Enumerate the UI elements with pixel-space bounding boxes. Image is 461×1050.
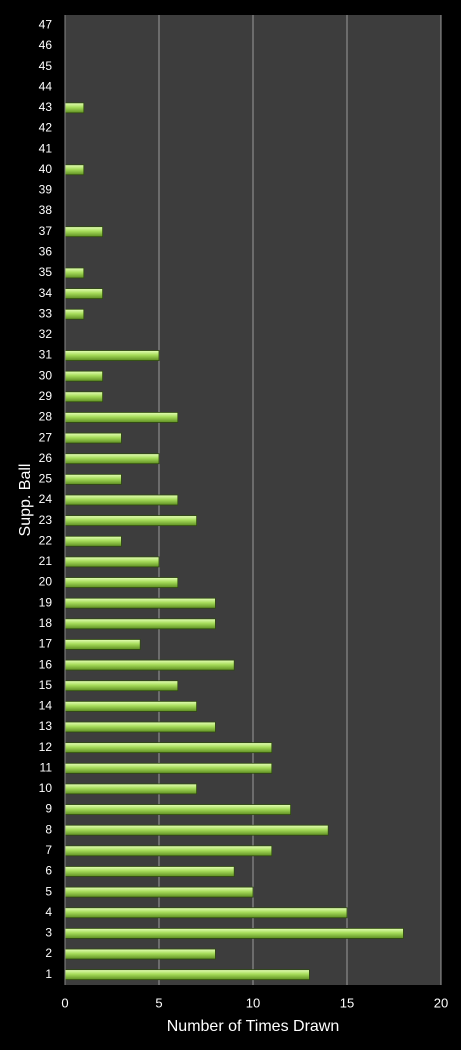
y-tick-label: 7 [45,843,52,857]
x-tick-label: 10 [246,995,260,1010]
y-tick-label: 23 [39,513,53,527]
y-tick-label: 44 [39,79,53,93]
x-tick-label: 20 [434,995,448,1010]
y-tick-label: 33 [39,306,53,320]
bar [64,783,198,795]
bar [64,639,141,650]
bar [64,370,103,382]
bar [64,845,273,857]
y-tick-label: 14 [39,699,53,713]
y-tick-label: 5 [45,884,52,898]
y-tick-label: 2 [45,946,52,960]
bar [64,556,160,568]
bar [64,907,348,919]
y-tick-label: 17 [39,637,53,651]
bar [64,102,85,114]
y-tick-label: 20 [39,575,53,589]
bar [64,886,254,898]
bar [64,680,179,692]
x-tick-label: 0 [61,995,68,1010]
y-tick-label: 15 [39,678,53,692]
bar [64,391,103,403]
y-tick-label: 18 [39,616,53,630]
y-tick-label: 6 [45,864,52,878]
y-tick-label: 10 [39,781,53,795]
bar [64,432,122,444]
y-tick-label: 31 [39,348,53,362]
bar [64,535,122,547]
bar [64,308,85,320]
y-tick-label: 29 [39,389,53,403]
y-tick-label: 27 [39,430,53,444]
bar [64,700,198,712]
y-tick-label: 26 [39,451,53,465]
bar [64,412,179,423]
bar [64,267,85,279]
y-tick-label: 11 [40,760,53,774]
y-tick-label: 46 [39,38,53,52]
y-tick-label: 30 [39,368,53,382]
bar [64,866,235,877]
y-tick-label: 12 [39,740,53,754]
y-tick-label: 1 [45,967,52,981]
bar [64,804,292,815]
bar [64,721,216,733]
y-tick-label: 3 [45,926,52,940]
y-tick-label: 16 [39,657,53,671]
bar [64,577,179,588]
y-tick-label: 19 [39,595,53,609]
y-tick-label: 8 [45,822,52,836]
y-tick-label: 42 [39,121,53,135]
bar [64,350,160,361]
bar [64,494,179,506]
y-tick-label: 47 [39,17,53,31]
bar [64,597,216,609]
y-tick-label: 13 [39,719,53,733]
y-tick-label: 25 [39,472,53,486]
bar [64,618,216,630]
bar [64,824,329,836]
x-tick-label: 5 [155,995,162,1010]
bar [64,762,273,774]
y-tick-label: 40 [39,162,53,176]
bar [64,164,85,176]
bar [64,928,404,939]
y-axis-title: Supp. Ball [17,464,34,537]
y-tick-label: 28 [39,410,53,424]
y-tick-label: 24 [39,492,53,506]
y-tick-label: 45 [39,59,53,73]
y-tick-label: 41 [39,141,53,155]
bar [64,969,310,981]
y-tick-label: 43 [39,100,53,114]
y-tick-label: 4 [45,905,52,919]
y-tick-label: 32 [39,327,53,341]
y-tick-label: 37 [39,224,53,238]
bar [64,659,235,671]
bar [64,288,103,300]
bar [64,515,198,527]
y-tick-label: 9 [45,802,52,816]
bar [64,948,216,960]
y-tick-label: 39 [39,183,53,197]
y-tick-label: 22 [39,533,53,547]
bar [64,226,103,238]
y-tick-label: 21 [39,554,53,568]
bar [64,473,122,485]
y-tick-label: 36 [39,245,53,259]
x-axis-title: Number of Times Drawn [167,1018,340,1035]
y-tick-label: 34 [39,286,53,300]
x-tick-label: 15 [340,995,354,1010]
y-tick-label: 35 [39,265,53,279]
y-tick-label: 38 [39,203,53,217]
bar [64,742,273,754]
bar [64,453,160,465]
